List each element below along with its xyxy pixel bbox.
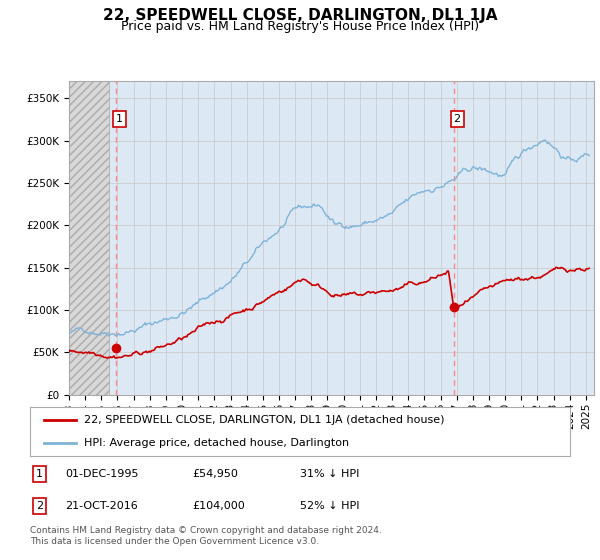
Text: 31% ↓ HPI: 31% ↓ HPI [300, 469, 359, 479]
Text: 22, SPEEDWELL CLOSE, DARLINGTON, DL1 1JA (detached house): 22, SPEEDWELL CLOSE, DARLINGTON, DL1 1JA… [84, 416, 445, 426]
Text: Contains HM Land Registry data © Crown copyright and database right 2024.
This d: Contains HM Land Registry data © Crown c… [30, 526, 382, 546]
Text: 01-DEC-1995: 01-DEC-1995 [65, 469, 139, 479]
Text: 2: 2 [454, 114, 461, 124]
Text: 21-OCT-2016: 21-OCT-2016 [65, 501, 138, 511]
Bar [69, 81, 109, 395]
Text: 1: 1 [36, 469, 43, 479]
Text: HPI: Average price, detached house, Darlington: HPI: Average price, detached house, Darl… [84, 438, 349, 448]
Text: Price paid vs. HM Land Registry's House Price Index (HPI): Price paid vs. HM Land Registry's House … [121, 20, 479, 32]
Text: £54,950: £54,950 [192, 469, 238, 479]
Text: 1: 1 [116, 114, 123, 124]
Text: £104,000: £104,000 [192, 501, 245, 511]
Text: 22, SPEEDWELL CLOSE, DARLINGTON, DL1 1JA: 22, SPEEDWELL CLOSE, DARLINGTON, DL1 1JA [103, 8, 497, 24]
Text: 2: 2 [36, 501, 43, 511]
Text: 52% ↓ HPI: 52% ↓ HPI [300, 501, 359, 511]
